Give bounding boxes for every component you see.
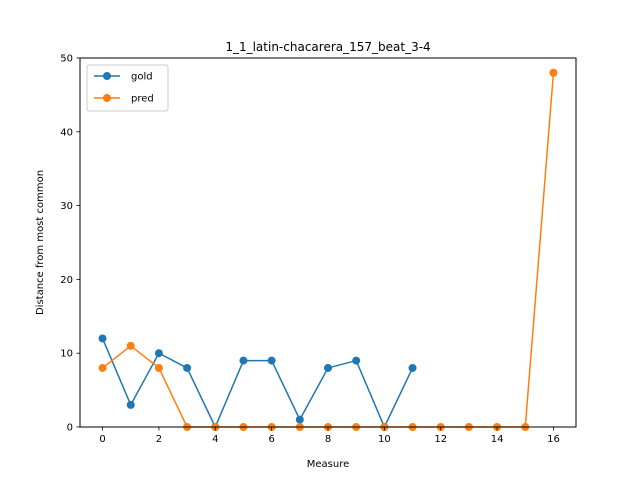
- legend-marker-pred: [103, 94, 111, 102]
- data-point-pred-2: [154, 363, 163, 372]
- x-tick-label-8: 8: [325, 434, 331, 445]
- y-tick-label-20: 20: [60, 275, 73, 286]
- data-point-gold-11: [408, 363, 417, 372]
- x-tick-label-6: 6: [268, 434, 274, 445]
- series-line-pred: [102, 72, 555, 428]
- x-axis-label: Measure: [307, 459, 350, 470]
- data-point-gold-6: [267, 356, 276, 365]
- data-point-gold-3: [183, 363, 192, 372]
- y-tick-label-50: 50: [60, 54, 73, 65]
- y-axis-label: Distance from most common: [35, 170, 46, 315]
- y-tick-label-30: 30: [60, 201, 73, 212]
- chart-title: 1_1_latin-chacarera_157_beat_3-4: [225, 40, 430, 54]
- y-tick-label-40: 40: [60, 127, 73, 138]
- x-tick-label-0: 0: [99, 434, 105, 445]
- y-tick-label-10: 10: [60, 349, 73, 360]
- legend-marker-gold: [103, 72, 111, 80]
- x-tick-label-14: 14: [491, 434, 504, 445]
- series-line-gold: [101, 338, 414, 429]
- data-point-pred-1: [126, 341, 135, 350]
- data-point-gold-8: [324, 363, 332, 372]
- data-point-gold-7: [295, 415, 304, 424]
- legend-label-gold: gold: [131, 72, 153, 83]
- data-point-gold-1: [126, 400, 135, 409]
- data-point-gold-2: [154, 349, 163, 358]
- data-point-pred-0: [98, 363, 107, 372]
- data-point-pred-16: [549, 68, 558, 77]
- y-tick-label-0: 0: [67, 423, 73, 434]
- legend-label-pred: pred: [131, 94, 154, 105]
- data-point-gold-5: [239, 356, 248, 365]
- data-point-gold-0: [98, 334, 107, 343]
- x-tick-label-4: 4: [212, 434, 218, 445]
- legend-box: [86, 64, 169, 112]
- data-point-gold-9: [352, 356, 361, 365]
- x-tick-label-16: 16: [547, 434, 560, 445]
- ticks-layer: 0 2 4 6 8 10 12 14 16 0 10 20 30 40 50: [60, 54, 560, 446]
- x-tick-label-12: 12: [434, 434, 447, 445]
- plot-layer: [98, 68, 558, 431]
- x-tick-label-2: 2: [156, 434, 162, 445]
- x-tick-label-10: 10: [378, 434, 391, 445]
- legend: gold pred: [86, 64, 169, 112]
